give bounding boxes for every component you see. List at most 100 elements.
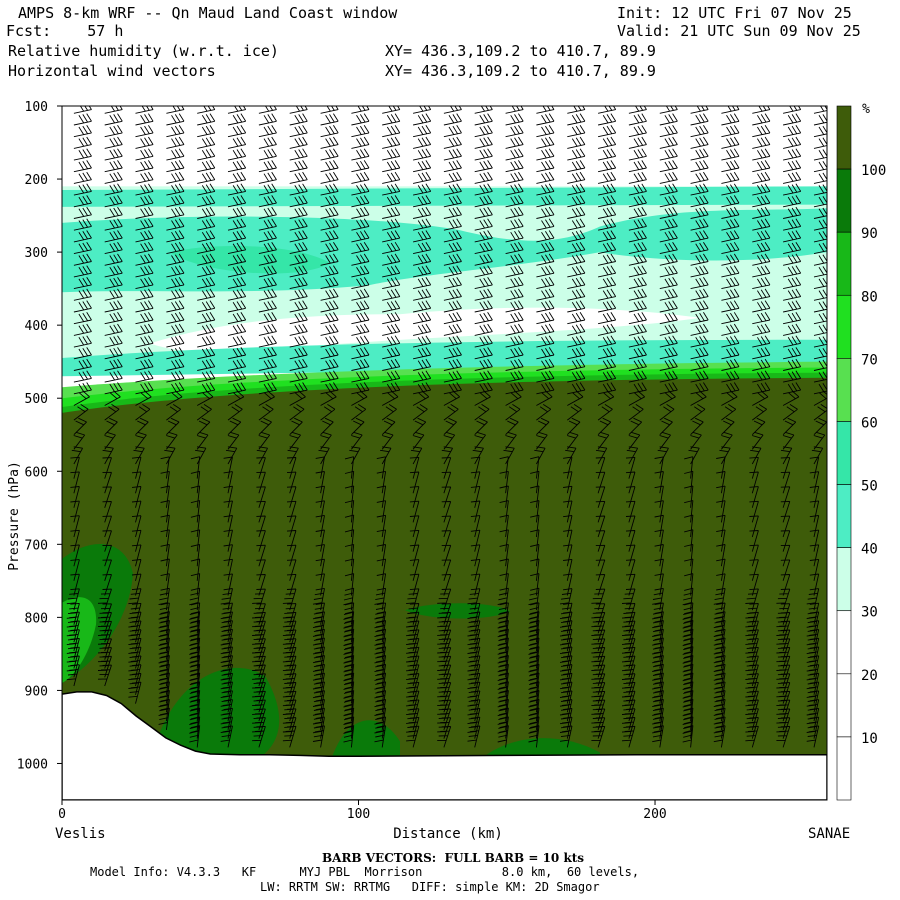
wind-barb bbox=[351, 241, 370, 255]
wind-barb bbox=[344, 485, 355, 508]
wind-barb bbox=[752, 265, 771, 278]
wind-barb bbox=[289, 171, 308, 184]
wind-barb bbox=[530, 558, 540, 581]
wind-barb bbox=[413, 382, 432, 395]
wind-barb bbox=[376, 500, 387, 523]
wind-barb bbox=[621, 603, 636, 625]
wind-barb bbox=[530, 500, 540, 523]
wind-barb bbox=[351, 370, 370, 383]
wind-barb bbox=[190, 485, 201, 508]
wind-barb bbox=[684, 456, 694, 479]
wind-barb bbox=[320, 253, 339, 266]
wind-barb bbox=[289, 265, 308, 278]
wind-barb bbox=[567, 106, 586, 114]
wind-barb bbox=[66, 646, 80, 669]
wind-barb bbox=[536, 160, 555, 173]
wind-barb bbox=[497, 628, 509, 652]
wind-barb bbox=[776, 708, 791, 731]
wind-barb bbox=[682, 637, 694, 660]
wind-barb bbox=[628, 230, 647, 243]
wind-barb bbox=[559, 588, 573, 611]
wind-barb bbox=[406, 638, 420, 660]
wind-barb bbox=[745, 655, 759, 678]
wind-barb bbox=[220, 716, 233, 739]
wind-barb bbox=[252, 603, 266, 625]
wind-barb bbox=[282, 588, 297, 611]
wind-barb bbox=[628, 312, 647, 325]
wind-barb bbox=[591, 725, 606, 748]
wind-barb bbox=[628, 160, 647, 173]
wind-barb bbox=[776, 638, 791, 660]
wind-barb bbox=[443, 106, 462, 114]
wind-barb bbox=[282, 708, 297, 731]
wind-barb bbox=[499, 573, 509, 596]
wind-barb bbox=[497, 690, 509, 713]
wind-barb bbox=[197, 195, 216, 208]
cross-section-coords: XY= 436.3,109.2 to 410.7, 89.9 bbox=[385, 42, 656, 60]
wind-barb bbox=[343, 681, 355, 704]
wind-barb bbox=[320, 300, 339, 313]
wind-barb bbox=[197, 136, 216, 149]
wind-barb bbox=[382, 347, 401, 360]
wind-barb bbox=[497, 707, 509, 730]
wind-barb bbox=[227, 206, 247, 219]
wind-barb bbox=[189, 716, 201, 739]
wind-barb bbox=[813, 106, 827, 114]
wind-barb bbox=[73, 125, 92, 138]
wind-barb bbox=[563, 544, 573, 567]
wind-barb bbox=[220, 672, 233, 695]
wind-barb bbox=[189, 628, 201, 652]
wind-barb bbox=[682, 646, 694, 669]
wind-barb bbox=[344, 529, 355, 552]
wind-barb bbox=[713, 663, 726, 687]
colorbar-label: 70 bbox=[861, 352, 878, 368]
wind-barb bbox=[752, 206, 771, 219]
wind-barb bbox=[474, 171, 493, 184]
wind-barb bbox=[628, 335, 647, 348]
wind-barb bbox=[258, 160, 277, 173]
wind-barb bbox=[223, 515, 233, 538]
wind-barb bbox=[505, 404, 521, 421]
wind-barb bbox=[474, 370, 493, 383]
wind-barb bbox=[351, 382, 370, 395]
wind-barb bbox=[806, 637, 820, 660]
wind-barb bbox=[158, 619, 170, 643]
wind-barb bbox=[467, 672, 481, 695]
wind-barb bbox=[351, 230, 370, 243]
wind-barb bbox=[351, 404, 367, 421]
wind-barb bbox=[197, 265, 216, 278]
wind-barb bbox=[621, 646, 636, 669]
wind-barb bbox=[505, 160, 524, 173]
wind-barb bbox=[102, 446, 114, 465]
wind-barb bbox=[467, 664, 481, 687]
wind-barb bbox=[806, 681, 820, 704]
wind-barb bbox=[128, 629, 142, 652]
y-tick-label: 400 bbox=[25, 319, 48, 334]
wind-barb bbox=[320, 358, 339, 371]
wind-barb bbox=[467, 646, 481, 669]
wind-barb bbox=[227, 277, 247, 290]
wind-barb bbox=[567, 160, 586, 173]
wind-barb bbox=[102, 544, 112, 567]
wind-barb bbox=[66, 611, 80, 634]
wind-barb bbox=[320, 288, 339, 301]
wind-barb bbox=[227, 183, 247, 196]
wind-barb bbox=[320, 160, 339, 173]
wind-barb bbox=[443, 171, 462, 184]
wind-barb bbox=[497, 646, 509, 669]
wind-barb bbox=[749, 544, 759, 567]
wind-barb bbox=[158, 663, 170, 687]
wind-barb bbox=[189, 611, 201, 634]
wind-barb bbox=[621, 588, 636, 611]
wind-barb bbox=[682, 587, 694, 611]
wind-barb bbox=[227, 382, 247, 395]
wind-barb bbox=[286, 544, 297, 567]
wind-barb bbox=[282, 638, 297, 660]
wind-barb bbox=[813, 160, 827, 173]
wind-barb bbox=[536, 312, 555, 325]
wind-barb bbox=[351, 206, 370, 219]
wind-barb bbox=[474, 277, 493, 290]
wind-barb bbox=[131, 471, 142, 494]
wind-barb bbox=[783, 125, 802, 138]
wind-barb bbox=[567, 183, 586, 196]
